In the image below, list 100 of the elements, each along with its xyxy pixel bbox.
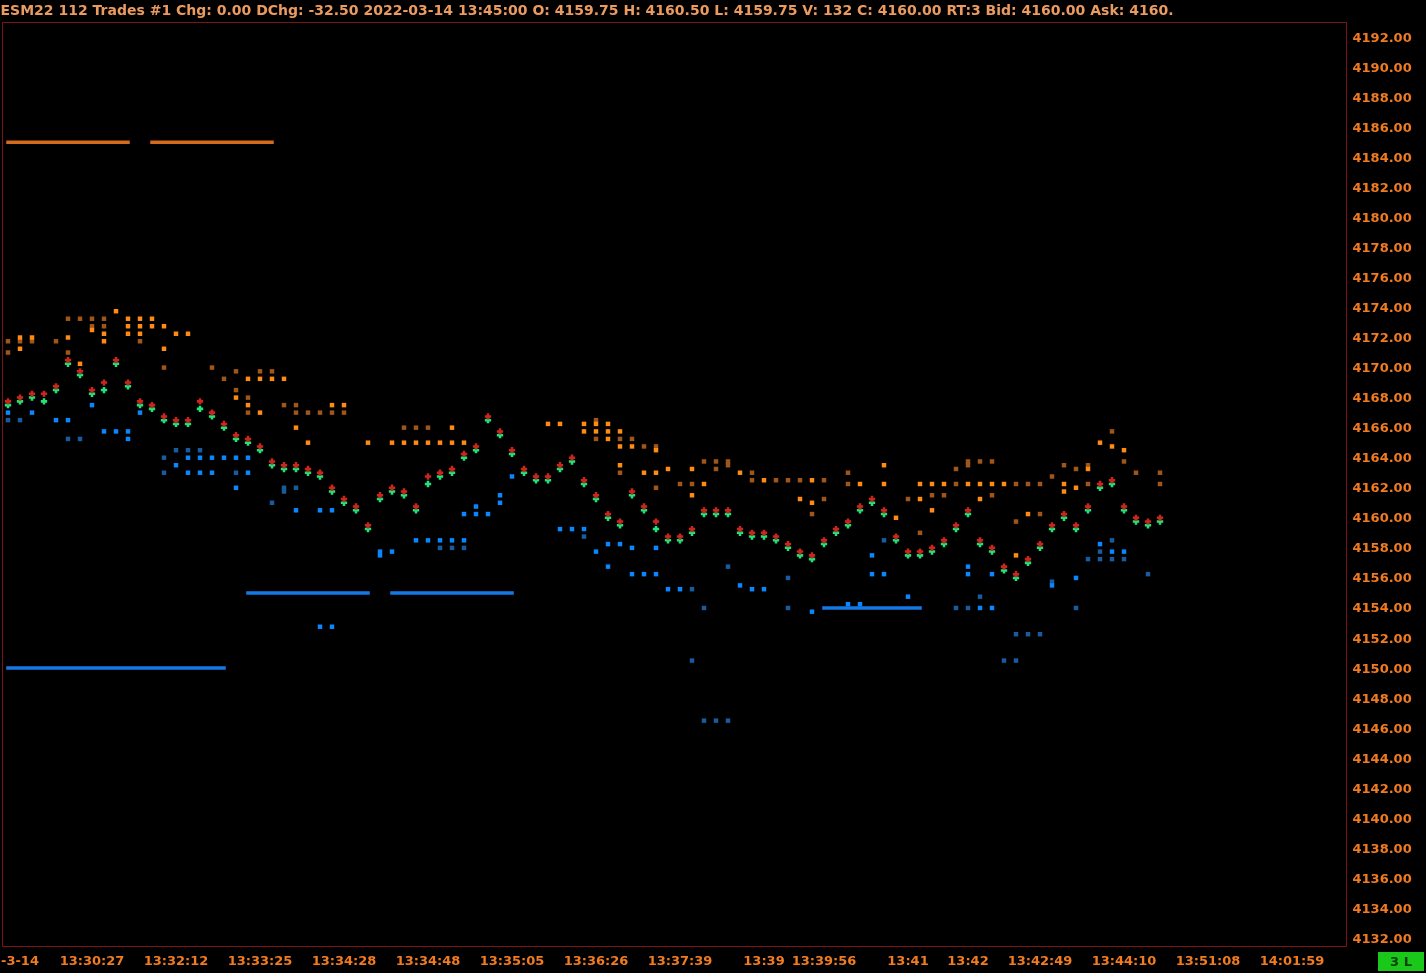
point [617, 444, 623, 449]
x-tick-label: 13:30:27 [59, 952, 125, 968]
y-tick-label: 4164.00 [1352, 450, 1412, 466]
point [137, 410, 143, 415]
x-tick-label: 13:34:48 [395, 952, 461, 968]
x-tick-label: 13:32:12 [143, 952, 209, 968]
point [293, 508, 299, 513]
point [101, 339, 107, 344]
point [317, 508, 323, 513]
point [605, 429, 611, 434]
y-tick-label: 4168.00 [1352, 390, 1412, 406]
y-tick-label: 4170.00 [1352, 360, 1412, 376]
point [233, 455, 239, 460]
point [593, 429, 599, 434]
point [245, 410, 251, 415]
point [209, 470, 215, 475]
point [1013, 519, 1019, 524]
point [161, 470, 167, 475]
y-tick-label: 4184.00 [1352, 149, 1412, 165]
point [449, 440, 455, 445]
point [197, 455, 203, 460]
point [809, 609, 815, 614]
y-tick-label: 4166.00 [1352, 420, 1412, 436]
x-tick-label: 13:36:26 [563, 952, 629, 968]
y-tick-label: 4138.00 [1352, 840, 1412, 856]
point [461, 538, 467, 543]
x-tick-label: 13:37:39 [647, 952, 713, 968]
point [977, 594, 983, 599]
point [473, 504, 479, 509]
point [329, 508, 335, 513]
text: 3 L [1390, 954, 1412, 969]
point [257, 410, 263, 415]
point [617, 470, 623, 475]
point [437, 538, 443, 543]
point [1109, 549, 1115, 554]
point [281, 489, 287, 494]
point [101, 429, 107, 434]
y-tick-label: 4136.00 [1352, 870, 1412, 886]
y-tick-label: 4156.00 [1352, 570, 1412, 586]
y-tick-label: 4148.00 [1352, 690, 1412, 706]
point [653, 470, 659, 475]
point [209, 455, 215, 460]
point [125, 429, 131, 434]
point [5, 350, 11, 355]
y-tick-label: 4182.00 [1352, 179, 1412, 195]
y-tick-label: 4172.00 [1352, 330, 1412, 346]
point [581, 534, 587, 539]
point [1061, 489, 1067, 494]
point [293, 410, 299, 415]
point [329, 624, 335, 629]
x-tick-label: 13:33:25 [227, 952, 293, 968]
point [497, 493, 503, 498]
y-tick-label: 4140.00 [1352, 810, 1412, 826]
y-tick-label: 4146.00 [1352, 720, 1412, 736]
point [161, 455, 167, 460]
point [1109, 538, 1115, 543]
point [245, 455, 251, 460]
point [221, 455, 227, 460]
point [449, 538, 455, 543]
x-tick-label: 14:01:59 [1259, 952, 1325, 968]
point [5, 410, 11, 415]
y-tick-label: 4142.00 [1352, 780, 1412, 796]
point [737, 583, 743, 588]
y-tick-label: 4144.00 [1352, 750, 1412, 766]
chart-title: ESM22 112 Trades #1 Chg: 0.00 DChg: -32.50 2022-03-14 13:45:00 O: 4159.75 H: 4160.50 L: 4159.75 V: 132 C: 4160.00 RT:3 Bid: 4160.00 Ask: 4160. [0, 2, 1174, 18]
point [509, 474, 515, 479]
point [185, 470, 191, 475]
x-tick-label: 13:42 [947, 952, 989, 968]
x-tick-label: 13:39:56 [791, 952, 857, 968]
point [65, 350, 71, 355]
y-tick-label: 4158.00 [1352, 540, 1412, 556]
y-tick-label: 4174.00 [1352, 299, 1412, 315]
y-tick-label: 4150.00 [1352, 660, 1412, 676]
point [413, 538, 419, 543]
y-tick-label: 4162.00 [1352, 480, 1412, 496]
y-tick-label: 4134.00 [1352, 900, 1412, 916]
point [581, 429, 587, 434]
point [197, 470, 203, 475]
x-tick-label: 13:44:10 [1091, 952, 1157, 968]
x-tick-label: 13:41 [887, 952, 929, 968]
point [713, 718, 719, 723]
x-tick-label: 13:39 [743, 952, 785, 968]
y-tick-label: 4190.00 [1352, 59, 1412, 75]
point [605, 564, 611, 569]
point [869, 553, 875, 558]
point [389, 549, 395, 554]
y-tick-label: 4154.00 [1352, 600, 1412, 616]
point [929, 508, 935, 513]
point [113, 429, 119, 434]
point [1001, 658, 1007, 663]
x-tick-label: 13:34:28 [311, 952, 377, 968]
point [1013, 658, 1019, 663]
point [725, 718, 731, 723]
point [233, 470, 239, 475]
point [905, 594, 911, 599]
point [1121, 549, 1127, 554]
point [965, 564, 971, 569]
x-tick-label: 13:42:49 [1007, 952, 1073, 968]
point [701, 718, 707, 723]
y-tick-label: 4186.00 [1352, 119, 1412, 135]
